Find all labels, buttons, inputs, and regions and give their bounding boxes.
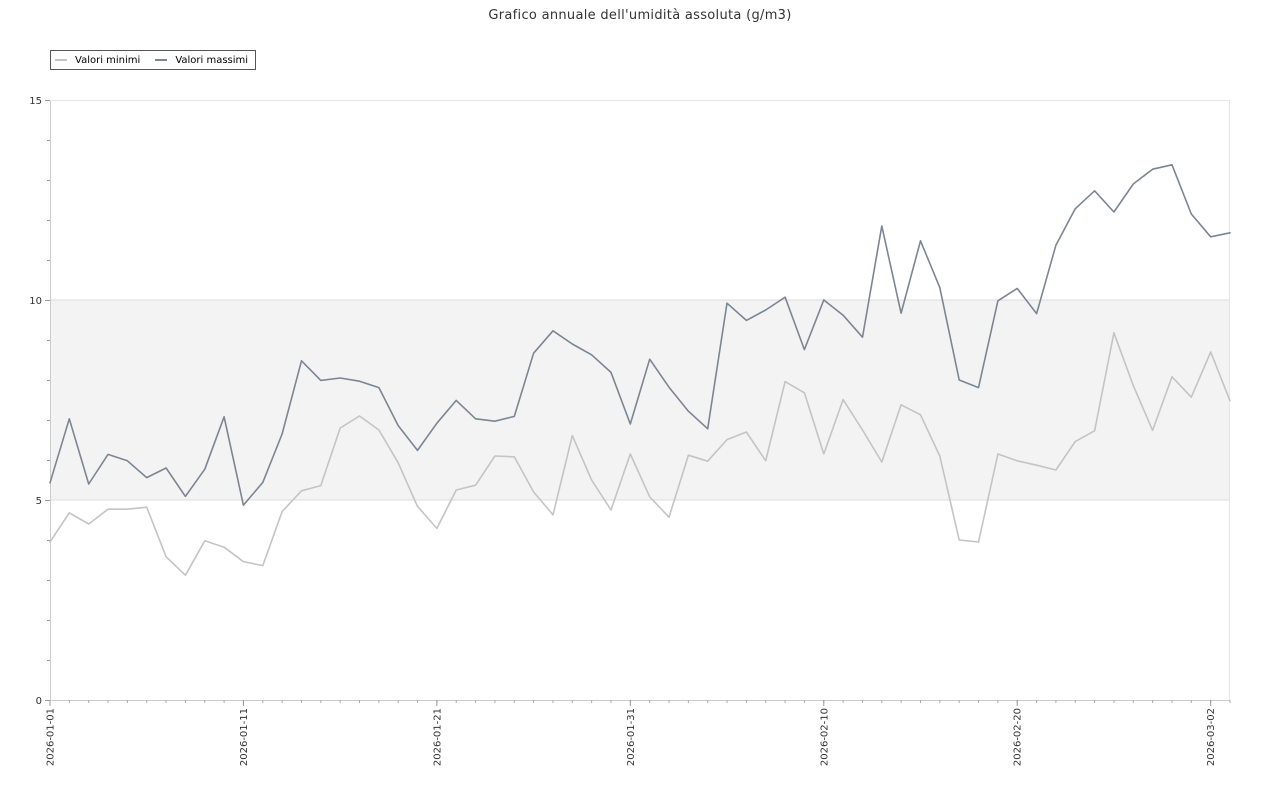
x-tick-label: 2026-01-21	[432, 708, 443, 766]
highlight-band	[50, 300, 1230, 500]
y-tick-label: 5	[36, 496, 42, 507]
chart-title: Grafico annuale dell'umidità assoluta (g…	[488, 8, 792, 23]
legend-item-min: Valori minimi	[55, 55, 140, 66]
series-line-max	[49, 164, 1231, 507]
x-tick-label: 2026-03-02	[1206, 708, 1217, 766]
legend-label-max: Valori massimi	[175, 54, 249, 66]
legend-item-max: Valori massimi	[155, 55, 248, 66]
legend-swatch-max	[155, 59, 168, 61]
legend-swatch-min	[55, 59, 67, 61]
x-tick-label: 2026-02-20	[1013, 708, 1024, 766]
legend-label-min: Valori minimi	[75, 54, 141, 66]
y-tick-label: 0	[36, 696, 42, 707]
y-tick-label: 15	[29, 96, 42, 107]
legend: Valori minimi Valori massimi	[50, 50, 257, 70]
x-tick-label: 2026-01-01	[46, 708, 57, 766]
x-tick-label: 2026-02-10	[819, 708, 830, 766]
x-tick-label: 2026-01-11	[239, 708, 250, 766]
y-tick-label: 10	[29, 296, 42, 307]
x-tick-label: 2026-01-31	[626, 708, 637, 766]
series-line-min	[49, 331, 1231, 577]
